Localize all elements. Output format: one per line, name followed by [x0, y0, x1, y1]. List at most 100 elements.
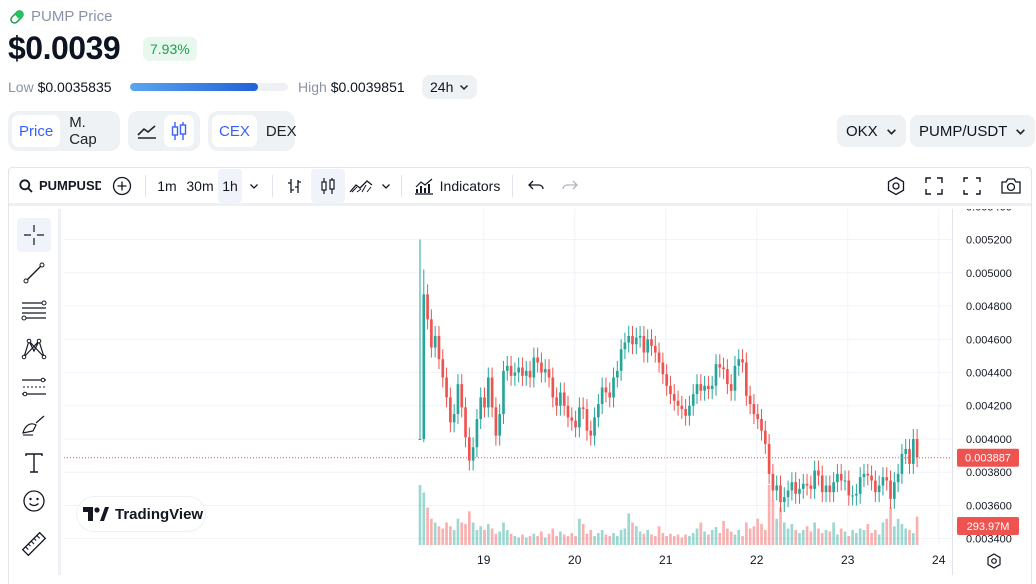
volume-bar: [418, 485, 422, 545]
undo-button[interactable]: [519, 169, 553, 203]
candle-body: [703, 385, 706, 391]
token-title: PUMP Price: [31, 8, 113, 25]
volume-bar: [710, 530, 714, 545]
candle-body: [604, 387, 608, 393]
volume-bar: [896, 518, 900, 545]
bars-style-button[interactable]: [279, 169, 311, 203]
volume-bar: [631, 522, 634, 545]
volume-bar: [570, 533, 574, 545]
candle-body: [676, 400, 680, 406]
candle-body: [733, 365, 737, 391]
interval-30m[interactable]: 30m: [186, 177, 214, 194]
brush-tool[interactable]: [17, 408, 51, 442]
volume-bar: [893, 526, 896, 545]
pair-dropdown[interactable]: PUMP/USDT: [910, 115, 1036, 147]
forecast-tool[interactable]: [17, 370, 51, 404]
candle-body: [790, 482, 794, 491]
volume-bar: [911, 533, 915, 545]
candle-body: [874, 480, 877, 493]
cex-option[interactable]: CEX: [212, 115, 257, 147]
volume-bar: [832, 522, 835, 545]
volume-bar: [817, 528, 820, 545]
volume-bar: [502, 522, 505, 545]
interval-1h[interactable]: 1h: [218, 168, 242, 203]
scale-settings-icon: [987, 553, 1001, 569]
volume-bar: [483, 530, 486, 545]
trendline-icon: [23, 262, 45, 284]
volume-bar: [669, 533, 672, 545]
candle-body: [600, 387, 604, 405]
candle-body: [570, 417, 574, 421]
volume-bar: [608, 536, 612, 545]
interval-dropdown[interactable]: [242, 169, 266, 203]
dex-option[interactable]: DEX: [265, 122, 297, 140]
volume-bar: [422, 492, 426, 545]
trendline-tool[interactable]: [17, 256, 51, 290]
volume-bar: [468, 511, 471, 545]
pattern-tool[interactable]: [17, 332, 51, 366]
market-cap-option[interactable]: M. Cap: [69, 114, 97, 148]
period-dropdown[interactable]: 24h: [422, 75, 478, 99]
candle-body: [722, 367, 725, 370]
candle-body: [540, 362, 543, 373]
volume-bar: [820, 533, 824, 545]
interval-1m[interactable]: 1m: [157, 177, 177, 194]
volume-bar: [828, 531, 832, 545]
volume-label: 293.97M: [967, 521, 1010, 533]
candlestick-button[interactable]: [164, 115, 194, 147]
crosshair-icon: [24, 225, 44, 245]
ruler-tool[interactable]: [17, 527, 51, 561]
settings-button[interactable]: [877, 169, 915, 203]
candle-body: [498, 414, 502, 436]
volume-bar: [760, 524, 763, 545]
toolbar-divider: [272, 174, 273, 197]
volume-bar: [638, 531, 642, 545]
volume-bar: [452, 530, 456, 545]
volume-bar: [562, 534, 566, 545]
volume-bar: [699, 522, 703, 545]
area-style-button[interactable]: [345, 169, 377, 203]
volume-bar: [718, 533, 722, 545]
volume-bar: [464, 524, 467, 545]
last-price-label: 0.003887: [965, 453, 1011, 465]
toolbar-divider: [401, 174, 402, 197]
emoji-tool[interactable]: [17, 484, 51, 518]
high-label: High: [298, 79, 327, 95]
redo-button[interactable]: [553, 169, 587, 203]
line-chart-icon: [137, 125, 156, 139]
screenshot-button[interactable]: [991, 169, 1031, 203]
volume-bar: [688, 536, 691, 545]
x-tick-label: 19: [477, 553, 491, 567]
candle-body: [578, 407, 581, 428]
volume-bar: [653, 536, 657, 545]
candle-body: [794, 482, 798, 494]
text-tool[interactable]: [17, 446, 51, 480]
fullscreen-button[interactable]: [915, 169, 953, 203]
price-option[interactable]: Price: [12, 115, 61, 147]
chevron-down-icon: [250, 183, 258, 189]
line-chart-button[interactable]: [132, 115, 162, 147]
fib-tool[interactable]: [17, 294, 51, 328]
candle-body: [885, 477, 889, 481]
crosshair-tool[interactable]: [17, 218, 51, 252]
high-value: $0.0039851: [330, 79, 405, 95]
volume-bar: [870, 533, 873, 545]
tradingview-logo[interactable]: TradingView: [77, 497, 205, 531]
candles-style-button[interactable]: [311, 168, 345, 203]
candle-body: [710, 385, 714, 390]
volume-bar: [707, 534, 710, 545]
expand-button[interactable]: [953, 169, 991, 203]
candle-body: [479, 397, 483, 420]
compare-button[interactable]: [105, 169, 139, 203]
chart-grid: [64, 209, 952, 545]
candle-body: [695, 384, 699, 395]
candle-body: [896, 473, 900, 483]
chart-style-dropdown[interactable]: [377, 169, 395, 203]
indicators-button[interactable]: Indicators: [408, 169, 506, 203]
exchange-dropdown[interactable]: OKX: [837, 115, 906, 147]
candle-body: [422, 294, 426, 439]
y-tick-label: 0.004800: [966, 301, 1012, 313]
candle-body: [726, 369, 729, 385]
symbol-search[interactable]: PUMPUSDT: [9, 169, 105, 203]
price-chart[interactable]: 0.003400 0.003600 0.003800 0.004000 0.004200…: [64, 209, 1032, 575]
